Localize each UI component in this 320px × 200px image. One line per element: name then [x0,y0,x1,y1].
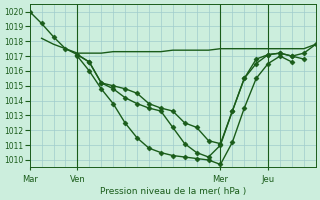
X-axis label: Pression niveau de la mer( hPa ): Pression niveau de la mer( hPa ) [100,187,246,196]
